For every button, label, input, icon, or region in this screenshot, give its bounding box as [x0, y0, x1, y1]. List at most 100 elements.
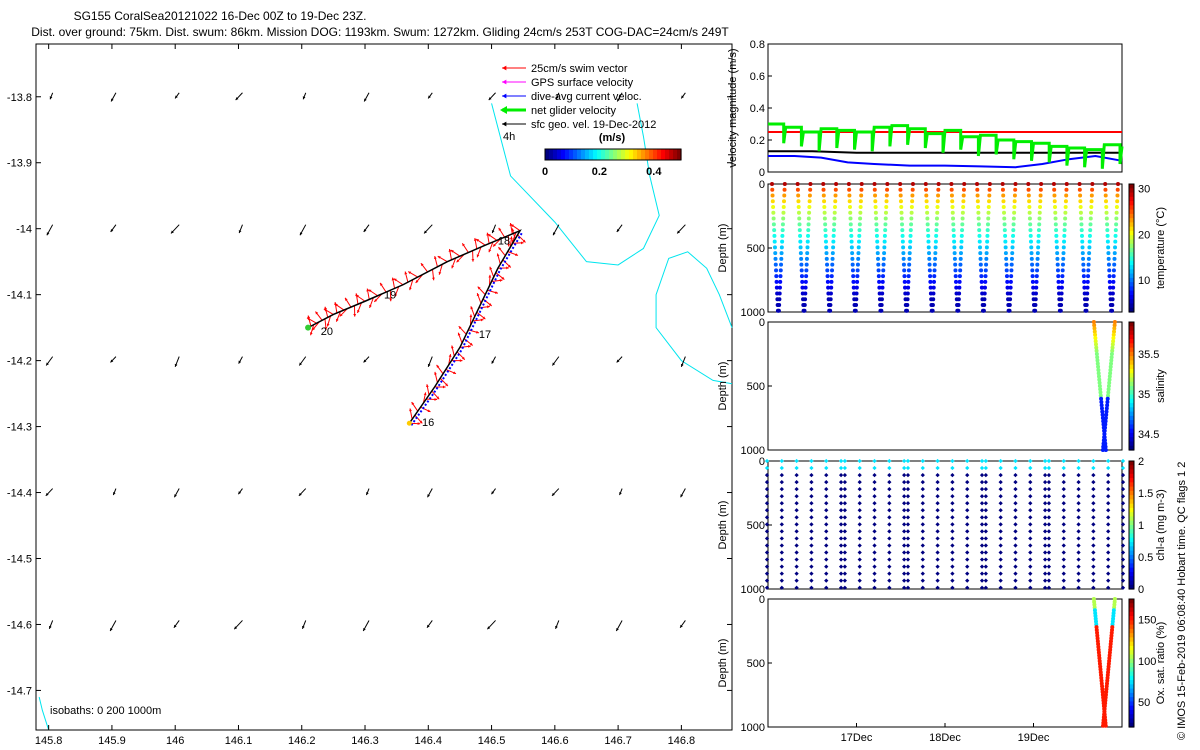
y-tick-label: 0.2	[750, 135, 765, 147]
swim-vector-head	[425, 384, 429, 388]
temperature-sample	[1030, 279, 1035, 284]
chla-sample	[1013, 515, 1018, 520]
chla-sample	[1120, 529, 1126, 534]
temperature-sample	[953, 268, 958, 273]
temperature-sample	[905, 308, 910, 313]
salinity-sample	[1096, 364, 1101, 369]
geo-vector-head	[302, 625, 305, 629]
chla-sample	[1028, 458, 1033, 464]
chla-sample	[920, 564, 925, 569]
section-colorbar-band	[1129, 339, 1134, 344]
chla-sample	[1091, 571, 1096, 576]
temperature-sample	[936, 187, 941, 192]
temperature-sample	[957, 274, 962, 279]
temperature-sample	[854, 302, 859, 307]
colorbar-band	[577, 149, 582, 160]
swim-vector-head	[368, 289, 372, 293]
chla-sample	[905, 487, 911, 492]
salinity-sample	[1100, 412, 1105, 417]
section-colorbar-tick: 2	[1138, 456, 1144, 468]
swim-vector-head	[419, 420, 423, 424]
geo-vector-head	[427, 624, 430, 628]
temperature-sample	[1054, 228, 1059, 233]
temperature-sample	[934, 222, 939, 227]
temperature-sample	[987, 193, 992, 198]
temperature-sample	[1088, 228, 1093, 233]
day-label: 16	[422, 417, 434, 429]
salinity-sample	[1101, 441, 1106, 446]
temperature-sample	[909, 222, 914, 227]
chla-sample	[809, 557, 814, 562]
chla-sample	[920, 550, 925, 555]
chla-sample	[857, 501, 862, 506]
temperature-sample	[933, 239, 938, 244]
temperature-sample	[1064, 182, 1069, 186]
temperature-sample	[1079, 216, 1084, 221]
salinity-sample	[1106, 393, 1111, 398]
swim-vector-head	[480, 318, 484, 322]
temperature-sample	[798, 245, 803, 250]
chla-sample	[1046, 487, 1052, 492]
temperature-sample	[800, 285, 805, 290]
temperature-sample	[872, 182, 877, 186]
section-colorbar-band	[1129, 343, 1134, 349]
chla-sample	[1076, 501, 1081, 506]
chla-sample	[794, 487, 799, 492]
section-colorbar-band	[1129, 269, 1134, 275]
x-tick-label: 146.5	[478, 735, 506, 747]
temperature-sample	[823, 222, 828, 227]
section-colorbar-band	[1129, 722, 1134, 728]
chla-sample	[1091, 487, 1096, 492]
temperature-sample	[1059, 302, 1064, 307]
glider-track	[307, 229, 522, 424]
colorbar-band	[585, 149, 590, 160]
chla-sample	[1091, 585, 1096, 590]
chla-sample	[1091, 564, 1096, 569]
temperature-sample	[1078, 199, 1083, 204]
temperature-sample	[949, 187, 954, 192]
chla-sample	[905, 479, 911, 485]
temperature-sample	[882, 239, 887, 244]
temperature-sample	[901, 245, 906, 250]
temperature-sample	[1033, 291, 1038, 296]
geo-vector-head	[174, 363, 178, 367]
section-colorbar-tick: 35	[1138, 389, 1150, 401]
section-colorbar-band	[1129, 709, 1134, 715]
chla-sample	[794, 472, 799, 478]
temperature-sample	[901, 256, 906, 261]
salinity-sample	[1095, 361, 1100, 366]
x-tick-label: 17Dec	[841, 732, 873, 744]
chla-sample	[764, 479, 770, 485]
chla-sample	[1013, 494, 1018, 499]
chla-sample	[1042, 501, 1048, 506]
salinity-sample	[1100, 448, 1105, 452]
section-colorbar-band	[1129, 437, 1134, 443]
colorbar-frame	[544, 148, 682, 161]
chla-sample	[872, 536, 877, 541]
temperature-sample	[1056, 274, 1061, 279]
temperature-sample	[935, 205, 940, 210]
section-colorbar-band	[1129, 239, 1134, 245]
temperature-sample	[985, 228, 990, 233]
chla-sample	[824, 501, 829, 506]
chla-sample	[905, 522, 911, 527]
temperature-sample	[822, 210, 827, 215]
chla-sample	[1013, 543, 1018, 548]
chla-sample	[1013, 564, 1018, 569]
chla-sample	[950, 479, 955, 485]
chla-sample	[1061, 515, 1066, 520]
temperature-sample	[823, 239, 828, 244]
temperature-sample	[884, 199, 889, 204]
chla-sample	[979, 536, 985, 541]
chla-sample	[779, 536, 784, 541]
section-colorbar-band	[1129, 654, 1134, 660]
colorbar-band	[549, 149, 554, 160]
geo-vector-head	[45, 492, 49, 496]
temperature-sample	[1038, 187, 1043, 192]
temperature-sample	[804, 274, 809, 279]
colorbar-band	[565, 149, 570, 160]
chla-sample	[998, 515, 1003, 520]
geo-vector-head	[110, 228, 114, 232]
chla-sample	[872, 465, 877, 471]
chla-sample	[1120, 557, 1126, 562]
